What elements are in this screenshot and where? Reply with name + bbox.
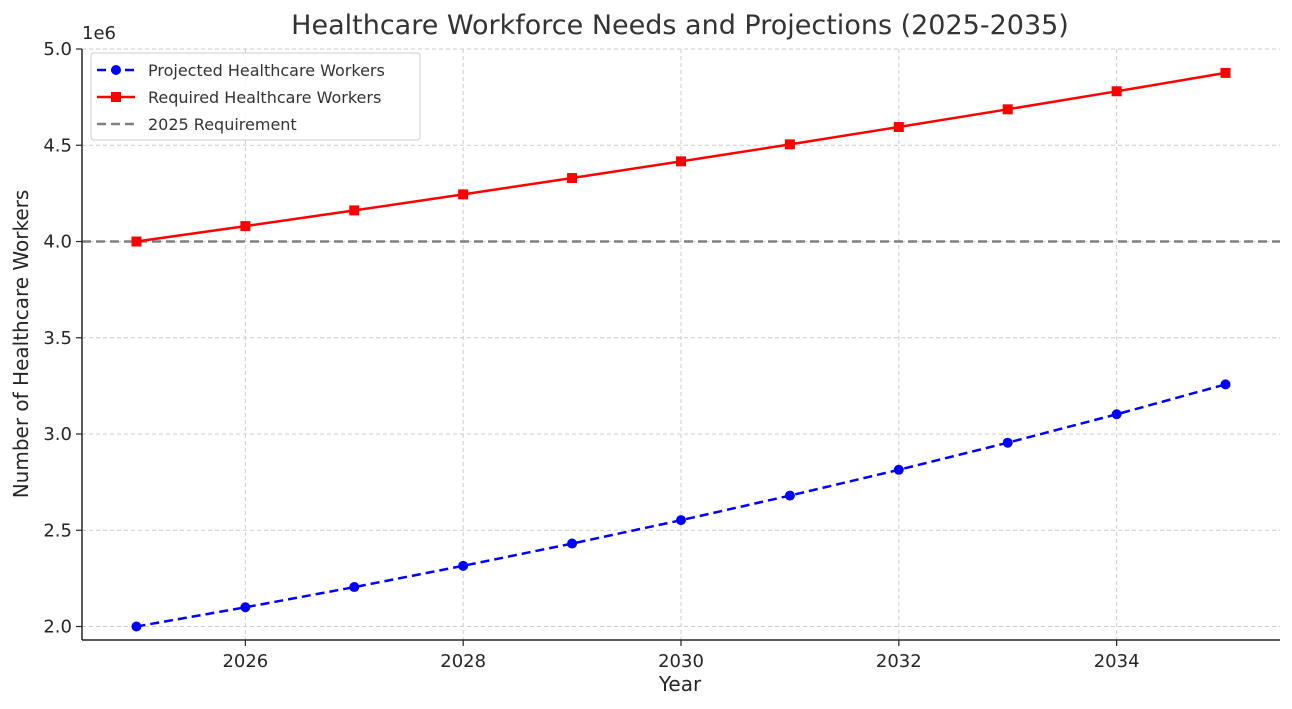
data-point-projected (1111, 409, 1122, 420)
y-tick-label: 4.0 (43, 232, 72, 253)
legend-label: Projected Healthcare Workers (148, 61, 385, 80)
series-lines (131, 67, 1231, 632)
legend: Projected Healthcare Workers Required Hea… (90, 52, 421, 141)
legend-entry-required: Required Healthcare Workers (97, 88, 381, 107)
data-point-projected (131, 621, 142, 632)
data-point-required (1220, 67, 1231, 78)
data-point-required (131, 236, 142, 247)
legend-box (90, 52, 421, 141)
y-offset-label: 1e6 (82, 23, 116, 44)
y-tick-label: 3.0 (43, 424, 72, 445)
legend-entries: Projected Healthcare Workers Required Hea… (97, 61, 385, 134)
data-point-projected (676, 515, 686, 526)
legend-label: 2025 Requirement (148, 115, 297, 134)
data-point-projected (1220, 379, 1231, 390)
legend-entry-2025-requirement: 2025 Requirement (97, 115, 297, 134)
data-point-projected (784, 490, 795, 501)
x-tick-label: 2030 (658, 651, 704, 672)
grid (82, 48, 1280, 640)
legend-entry-projected: Projected Healthcare Workers (97, 61, 385, 80)
legend-label: Required Healthcare Workers (148, 88, 381, 107)
y-axis-label: Number of Healthcare Workers (9, 190, 33, 499)
x-axis-label: Year (658, 672, 702, 696)
x-tick-label: 2026 (222, 651, 268, 672)
data-point-required (1111, 86, 1122, 97)
x-tick-label: 2034 (1094, 651, 1140, 672)
data-point-projected (349, 582, 360, 593)
data-point-projected (567, 538, 578, 549)
y-tick-label: 5.0 (43, 39, 72, 60)
y-tick-label: 4.5 (43, 135, 72, 156)
data-point-required (676, 156, 686, 167)
data-point-required (240, 221, 251, 232)
y-tick-label: 3.5 (43, 328, 72, 349)
data-point-projected (1002, 437, 1013, 448)
x-tick-label: 2028 (440, 651, 486, 672)
legend-marker-circle (111, 65, 121, 75)
data-point-required (349, 205, 360, 216)
data-point-required (893, 122, 904, 133)
data-point-required (784, 139, 795, 150)
legend-marker-square (111, 92, 121, 102)
data-point-required (1002, 104, 1013, 115)
data-point-required (567, 173, 578, 184)
data-point-projected (893, 464, 904, 475)
y-tick-label: 2.0 (43, 617, 72, 638)
chart-title: Healthcare Workforce Needs and Projectio… (291, 10, 1069, 41)
x-tick-label: 2032 (876, 651, 922, 672)
y-tick-label: 2.5 (43, 520, 72, 541)
data-point-projected (240, 602, 251, 613)
data-point-required (458, 189, 469, 200)
data-point-projected (458, 560, 469, 571)
tick-labels: 2026 2028 2030 2032 2034 2.0 2.5 3.0 3.5 4.0 4.5 5.… (43, 39, 1139, 672)
